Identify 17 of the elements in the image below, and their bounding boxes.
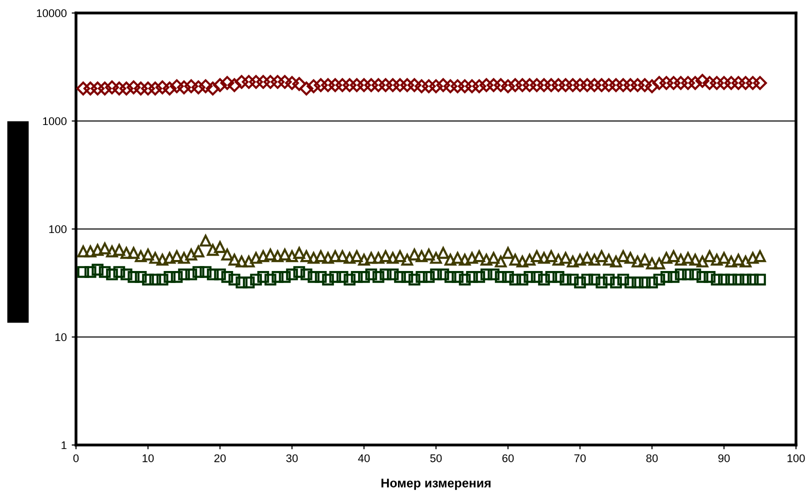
y-tick-label: 10000 (36, 9, 67, 18)
x-tick-label: 40 (358, 454, 370, 462)
x-axis-title: Номер измерения (381, 478, 490, 490)
x-tick-label: 30 (286, 454, 298, 462)
y-tick-label: 1000 (43, 117, 67, 126)
x-tick-label: 100 (788, 454, 805, 462)
x-tick-label: 20 (214, 454, 226, 462)
y-tick-label: 10 (55, 333, 67, 342)
x-tick-label: 60 (502, 454, 514, 462)
x-tick-label: 0 (73, 454, 79, 462)
y-tick-label: 1 (62, 441, 66, 450)
x-tick-label: 80 (646, 454, 658, 462)
x-tick-label: 50 (430, 454, 442, 462)
x-tick-label: 70 (574, 454, 586, 462)
x-tick-label: 10 (142, 454, 154, 462)
x-tick-label: 90 (718, 454, 730, 462)
y-tick-label: 100 (49, 225, 67, 234)
